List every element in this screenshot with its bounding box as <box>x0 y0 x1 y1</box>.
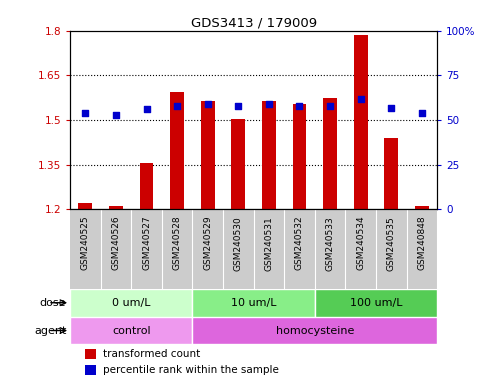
Point <box>142 106 150 113</box>
Point <box>234 103 242 109</box>
Text: GSM240532: GSM240532 <box>295 216 304 270</box>
Bar <box>315 289 437 317</box>
Title: GDS3413 / 179009: GDS3413 / 179009 <box>190 17 317 30</box>
Point <box>173 103 181 109</box>
Bar <box>231 119 245 209</box>
Bar <box>293 104 306 209</box>
Point <box>357 96 365 102</box>
Text: GSM240531: GSM240531 <box>264 216 273 270</box>
Text: 100 um/L: 100 um/L <box>350 298 402 308</box>
Point <box>204 101 212 107</box>
Bar <box>323 98 337 209</box>
Point <box>82 110 89 116</box>
Point <box>112 112 120 118</box>
Text: GSM240528: GSM240528 <box>172 216 182 270</box>
Bar <box>384 138 398 209</box>
Text: GSM240534: GSM240534 <box>356 216 365 270</box>
Bar <box>192 317 437 344</box>
Bar <box>354 35 368 209</box>
Text: GSM240848: GSM240848 <box>417 216 426 270</box>
Text: GSM240527: GSM240527 <box>142 216 151 270</box>
Bar <box>109 207 123 209</box>
Bar <box>170 92 184 209</box>
Point <box>326 103 334 109</box>
Text: GSM240533: GSM240533 <box>326 216 335 270</box>
Bar <box>262 101 276 209</box>
Bar <box>85 349 96 359</box>
Text: 10 um/L: 10 um/L <box>231 298 276 308</box>
Bar <box>70 317 192 344</box>
Point <box>265 101 273 107</box>
Bar <box>70 289 192 317</box>
Text: transformed count: transformed count <box>103 349 200 359</box>
Text: GSM240530: GSM240530 <box>234 216 243 270</box>
Bar <box>415 207 429 209</box>
Text: 0 um/L: 0 um/L <box>112 298 151 308</box>
Text: percentile rank within the sample: percentile rank within the sample <box>103 365 279 375</box>
Text: GSM240535: GSM240535 <box>387 216 396 270</box>
Point <box>296 103 303 109</box>
Text: GSM240526: GSM240526 <box>112 216 120 270</box>
Bar <box>192 289 315 317</box>
Bar <box>78 204 92 209</box>
Text: agent: agent <box>34 326 66 336</box>
Bar <box>85 365 96 375</box>
Text: homocysteine: homocysteine <box>276 326 354 336</box>
Text: GSM240529: GSM240529 <box>203 216 212 270</box>
Text: dose: dose <box>40 298 66 308</box>
Point <box>387 104 395 111</box>
Bar <box>140 163 154 209</box>
Bar <box>201 101 214 209</box>
Text: GSM240525: GSM240525 <box>81 216 90 270</box>
Text: control: control <box>112 326 151 336</box>
Point <box>418 110 426 116</box>
